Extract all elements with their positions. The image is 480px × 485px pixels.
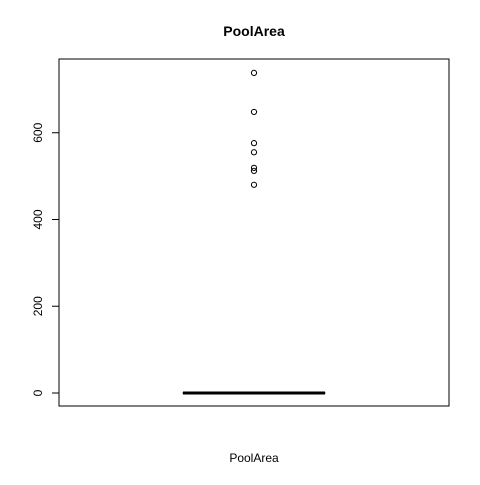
outlier-point xyxy=(251,109,256,114)
outlier-point xyxy=(251,70,256,75)
outlier-point xyxy=(251,182,256,187)
x-axis-label: PoolArea xyxy=(229,451,279,465)
plot-frame xyxy=(59,59,449,406)
y-tick-label: 0 xyxy=(31,389,45,396)
y-tick-label: 200 xyxy=(31,296,45,316)
chart-title: PoolArea xyxy=(223,23,285,39)
y-tick-label: 600 xyxy=(31,122,45,142)
y-tick-label: 400 xyxy=(31,209,45,229)
outlier-point xyxy=(251,141,256,146)
outlier-group xyxy=(251,70,256,187)
outlier-point xyxy=(251,150,256,155)
y-axis: 0 200 400 600 xyxy=(31,122,59,396)
